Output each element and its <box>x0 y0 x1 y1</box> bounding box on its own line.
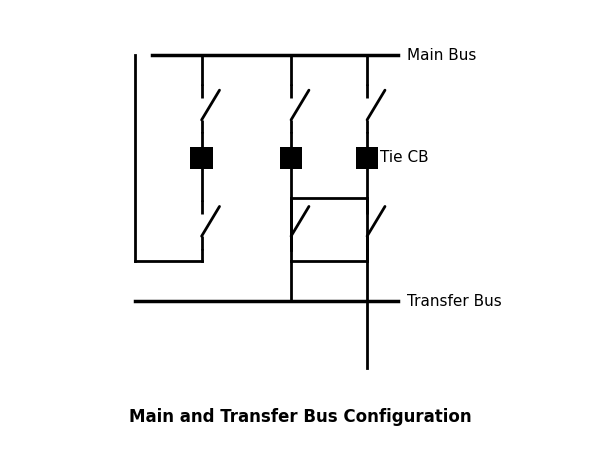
Text: Main Bus: Main Bus <box>407 48 477 63</box>
Bar <box>280 147 302 169</box>
Text: Tie CB: Tie CB <box>380 150 429 166</box>
Text: Transfer Bus: Transfer Bus <box>407 293 502 309</box>
Bar <box>356 147 378 169</box>
Bar <box>190 147 213 169</box>
Text: Main and Transfer Bus Configuration: Main and Transfer Bus Configuration <box>128 408 472 426</box>
